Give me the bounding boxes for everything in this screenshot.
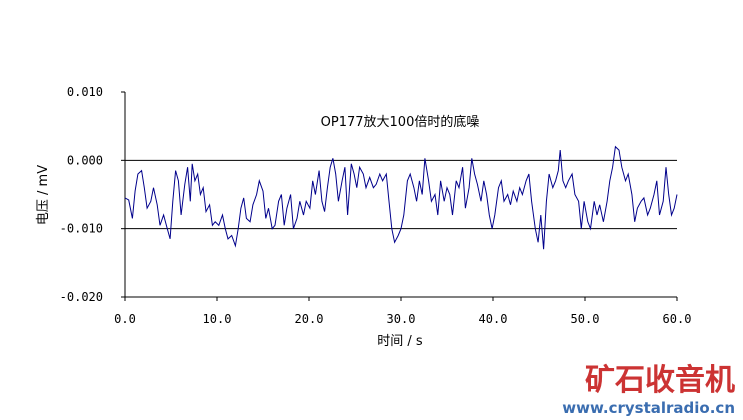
chart-title: OP177放大100倍时的底噪 [321, 114, 480, 130]
watermark-url: www.crystalradio.cn [562, 399, 735, 417]
x-tick-label-1: 10.0 [203, 312, 232, 326]
y-tick-label-1: 0.000 [67, 153, 103, 167]
y-axis-label: 电压 / mV [36, 165, 51, 225]
x-tick-label-0: 0.0 [114, 312, 136, 326]
y-tick-label-2: -0.010 [60, 222, 103, 236]
y-axis-ticks: 0.010 0.000 -0.010 -0.020 [60, 85, 125, 304]
y-tick-label-3: -0.020 [60, 290, 103, 304]
x-tick-label-5: 50.0 [571, 312, 600, 326]
noise-series-line [124, 145, 678, 250]
x-tick-label-2: 20.0 [295, 312, 324, 326]
watermark-chinese: 矿石收音机 [585, 363, 735, 398]
x-tick-label-4: 40.0 [479, 312, 508, 326]
x-axis-ticks: 0.0 10.0 20.0 30.0 40.0 50.0 60.0 [114, 297, 691, 326]
x-axis-label: 时间 / s [377, 334, 423, 349]
plot-area [125, 92, 677, 297]
x-tick-label-6: 60.0 [663, 312, 692, 326]
x-tick-label-3: 30.0 [387, 312, 416, 326]
y-tick-label-0: 0.010 [67, 85, 103, 99]
